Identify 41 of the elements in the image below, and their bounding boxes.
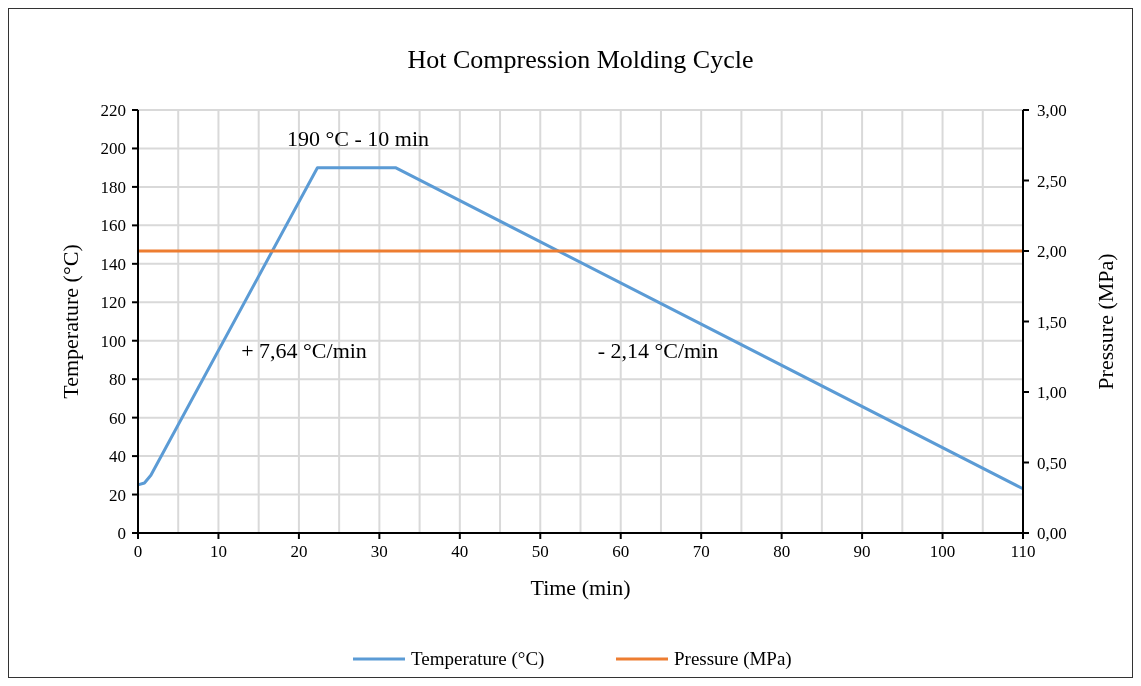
x-tick-label: 100 [929,542,956,561]
y-tick-label: 200 [100,139,126,159]
x-tick-label: 20 [290,542,308,561]
x-tick-label: 50 [531,542,549,561]
y2-tick-label: 0,50 [1037,453,1067,473]
y2-tick-label: 0,00 [1037,524,1067,543]
y-tick-label: 60 [109,408,126,428]
x-tick-label: 10 [209,542,227,561]
legend-label: Pressure (MPa) [674,648,792,670]
y2-tick-label: 1,50 [1037,312,1067,332]
x-tick-label: 80 [773,542,791,561]
annotation: - 2,14 °C/min [597,338,719,363]
x-tick-label: 40 [451,542,469,561]
y2-tick-label: 2,50 [1037,171,1067,191]
y-tick-label: 120 [100,293,126,313]
x-tick-label: 0 [133,542,143,561]
y-axis-title: Temperature (°C) [58,244,83,399]
y-tick-label: 140 [100,254,126,274]
line-series [136,166,1025,491]
x-axis-title: Time (min) [530,575,631,600]
y2-tick-label: 1,00 [1037,383,1067,402]
y-tick-label: 180 [100,177,126,197]
x-tick-label: 60 [612,542,630,561]
y-tick-label: 20 [109,485,126,505]
y2-tick-label: 2,00 [1037,242,1067,261]
y-tick-label: 80 [109,370,126,390]
y-tick-label: 100 [100,331,126,351]
x-tick-label: 30 [370,542,388,561]
legend-label: Temperature (°C) [411,648,545,670]
y2-tick-label: 3,00 [1037,101,1067,120]
x-tick-label: 110 [1010,542,1036,561]
annotation: + 7,64 °C/min [241,338,367,363]
chart-title: Hot Compression Molding Cycle [407,45,754,74]
y-tick-label: 220 [100,101,126,120]
y-tick-label: 160 [100,216,126,236]
x-tick-label: 70 [692,542,710,561]
x-tick-label: 90 [853,542,871,561]
y-tick-label: 40 [109,447,126,467]
y-tick-label: 0 [117,524,126,543]
y2-axis-title: Pressure (MPa) [1093,253,1118,390]
annotation: 190 °C - 10 min [286,126,430,151]
